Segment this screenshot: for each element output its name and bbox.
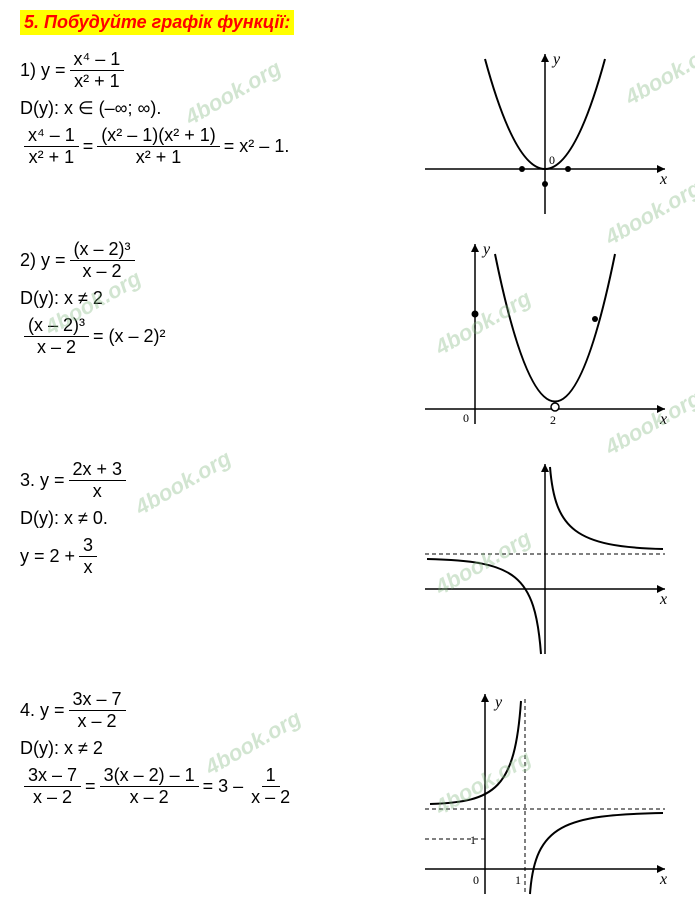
- p3-domain: D(y): x ≠ 0.: [20, 508, 400, 529]
- p1-graph: x y 0: [415, 49, 675, 219]
- svg-text:y: y: [493, 694, 503, 711]
- svg-text:2: 2: [550, 413, 556, 427]
- svg-text:y: y: [481, 241, 491, 258]
- title-text: Побудуйте графік функції:: [44, 12, 290, 32]
- p4-frac2: 3x – 7 x – 2: [24, 765, 81, 808]
- p4-label: 4. y =: [20, 700, 65, 721]
- p2-result: = (x – 2)²: [93, 326, 166, 347]
- svg-text:x: x: [659, 411, 667, 428]
- p1-label: 1) y =: [20, 60, 66, 81]
- p3-frac2: 3 x: [79, 535, 97, 578]
- svg-text:x: x: [659, 591, 667, 608]
- problem-1: 1) y = x⁴ – 1 x² + 1 D(у): x ∈ (–∞; ∞). …: [20, 49, 675, 209]
- p1-frac3: (x² – 1)(x² + 1) x² + 1: [97, 125, 220, 168]
- svg-text:y: y: [551, 51, 561, 68]
- title-number: 5.: [24, 12, 39, 32]
- p4-result: = 3 –: [203, 776, 244, 797]
- problem-3: 3. y = 2x + 3 x D(y): x ≠ 0. y = 2 + 3 x…: [20, 459, 675, 659]
- p2-frac2: (x – 2)³ x – 2: [24, 315, 89, 358]
- problem-4: 4. y = 3x – 7 x – 2 D(y): x ≠ 2 3x – 7 x…: [20, 689, 675, 899]
- p3-label: 3. y =: [20, 470, 65, 491]
- problem-2: 2) y = (x – 2)³ x – 2 D(y): x ≠ 2 (x – 2…: [20, 239, 675, 429]
- p4-frac4: 1 x – 2: [247, 765, 294, 808]
- svg-text:1: 1: [470, 833, 476, 847]
- p4-domain: D(y): x ≠ 2: [20, 738, 400, 759]
- p1-result: = x² – 1.: [224, 136, 290, 157]
- p4-frac1: 3x – 7 x – 2: [69, 689, 126, 732]
- p3-result-pre: y = 2 +: [20, 546, 75, 567]
- svg-text:1: 1: [515, 873, 521, 887]
- p1-domain: D(у): x ∈ (–∞; ∞).: [20, 98, 400, 119]
- svg-text:0: 0: [463, 411, 469, 425]
- p2-graph: x y 0 2: [415, 239, 675, 429]
- svg-text:x: x: [659, 871, 667, 888]
- p2-label: 2) y =: [20, 250, 66, 271]
- p1-frac2: x⁴ – 1 x² + 1: [24, 125, 79, 168]
- problem-title: 5. Побудуйте графік функції:: [20, 10, 294, 35]
- svg-text:0: 0: [549, 153, 555, 167]
- p4-frac3: 3(x – 2) – 1 x – 2: [100, 765, 199, 808]
- p4-graph: x y 0 1 1: [415, 689, 675, 899]
- p2-domain: D(y): x ≠ 2: [20, 288, 400, 309]
- svg-text:x: x: [659, 171, 667, 188]
- p2-frac1: (x – 2)³ x – 2: [70, 239, 135, 282]
- svg-text:0: 0: [473, 873, 479, 887]
- p1-frac1: x⁴ – 1 x² + 1: [70, 49, 125, 92]
- p3-frac1: 2x + 3 x: [69, 459, 127, 502]
- p3-graph: x: [415, 459, 675, 659]
